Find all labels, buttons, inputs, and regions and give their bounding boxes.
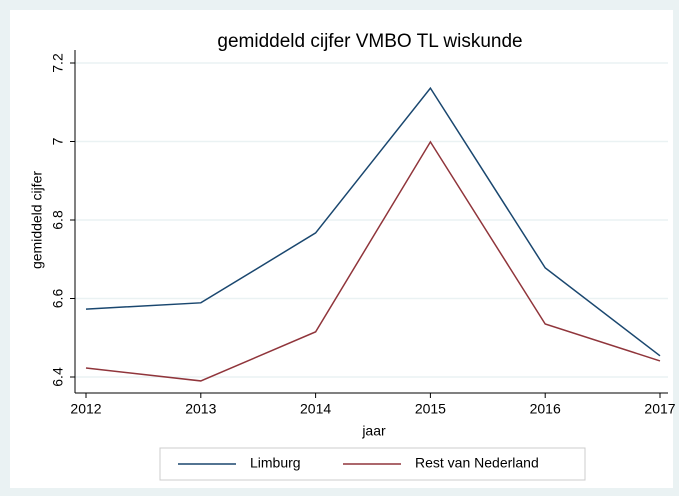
x-tick-label: 2014 xyxy=(300,401,331,417)
y-tick-label: 7.2 xyxy=(50,53,66,73)
x-tick-label: 2012 xyxy=(70,401,101,417)
y-tick-label: 6.4 xyxy=(50,367,66,387)
panel xyxy=(10,10,673,488)
legend-label: Rest van Nederland xyxy=(415,455,539,471)
series-line xyxy=(85,86,661,357)
x-tick-label: 2017 xyxy=(644,401,675,417)
y-tick-label: 6.8 xyxy=(50,210,66,230)
y-tick-label: 7 xyxy=(50,137,66,145)
y-axis-label: gemiddeld cijfer xyxy=(29,171,45,269)
x-axis-label: jaar xyxy=(361,423,386,439)
legend-label: Limburg xyxy=(250,455,301,471)
x-tick-label: 2016 xyxy=(530,401,561,417)
x-tick-label: 2015 xyxy=(415,401,446,417)
y-tick-label: 6.6 xyxy=(50,289,66,309)
series-line xyxy=(85,140,661,382)
chart-title: gemiddeld cijfer VMBO TL wiskunde xyxy=(217,31,522,52)
x-tick-label: 2013 xyxy=(185,401,216,417)
legend-box xyxy=(159,447,586,481)
